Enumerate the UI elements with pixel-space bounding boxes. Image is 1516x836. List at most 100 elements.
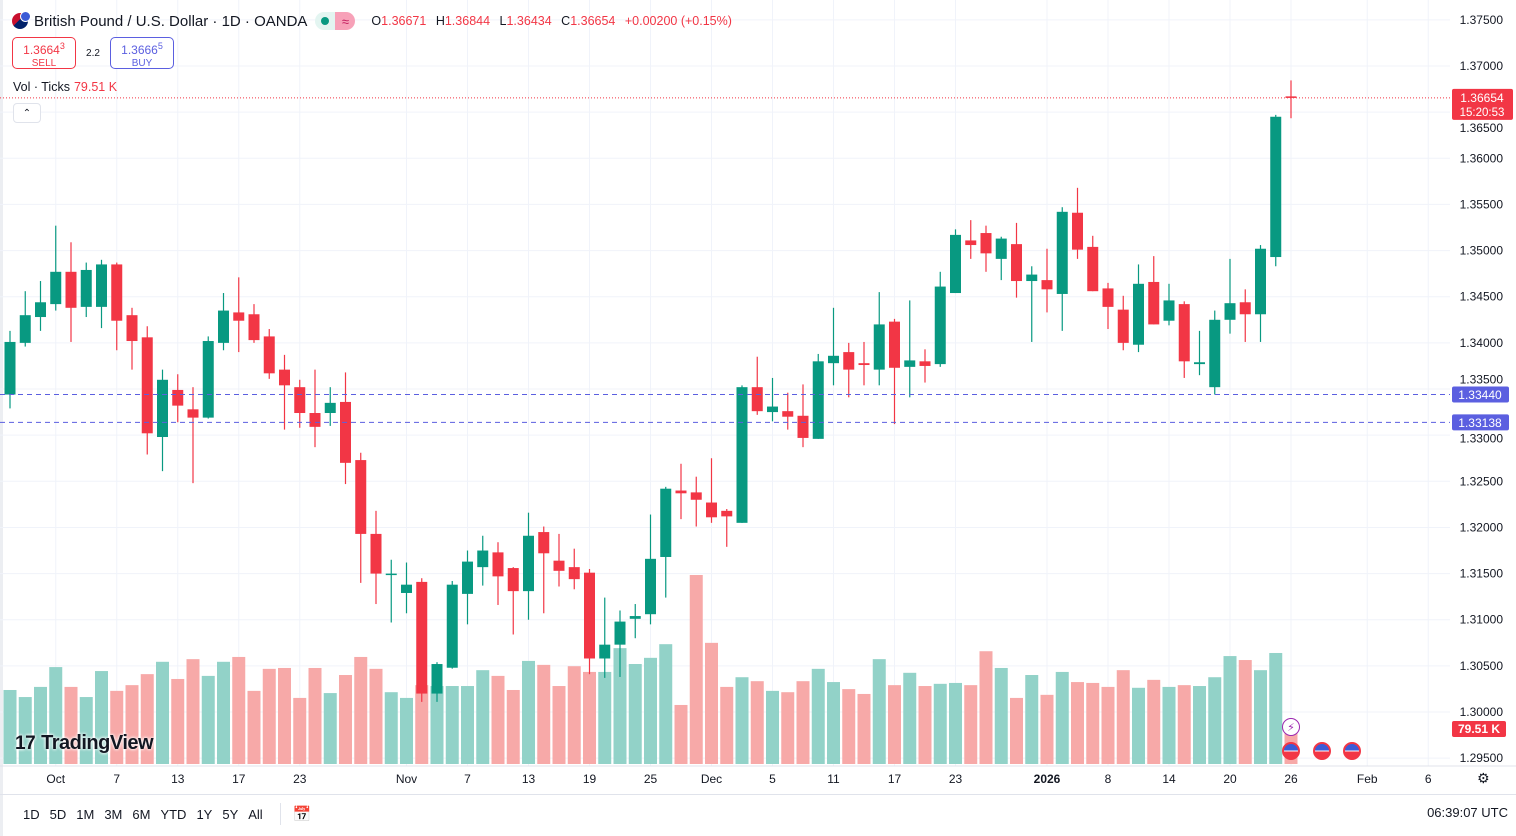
- candle-body[interactable]: [629, 616, 641, 619]
- candle-body[interactable]: [889, 321, 900, 368]
- candle-body[interactable]: [446, 584, 458, 668]
- candle-body[interactable]: [492, 552, 504, 577]
- candle-body[interactable]: [995, 238, 1007, 259]
- symbol-title[interactable]: British Pound / U.S. Dollar · 1D · OANDA: [34, 12, 308, 30]
- range-6m[interactable]: 6M: [132, 806, 151, 822]
- candle-body[interactable]: [645, 558, 656, 615]
- candle-body[interactable]: [1041, 280, 1053, 290]
- us-flag-icon[interactable]: [1282, 742, 1300, 760]
- approx-icon[interactable]: ≈: [335, 12, 356, 30]
- candle-body[interactable]: [690, 492, 702, 500]
- candle-body[interactable]: [1072, 212, 1083, 250]
- candle-body[interactable]: [767, 406, 778, 413]
- candle-body[interactable]: [1255, 248, 1266, 315]
- range-3m[interactable]: 3M: [104, 806, 123, 822]
- tradingview-logo[interactable]: 17 TradingView: [15, 732, 154, 755]
- candle-body[interactable]: [1194, 362, 1205, 365]
- clock-timezone[interactable]: 06:39:07 UTC: [1427, 805, 1508, 820]
- candle-body[interactable]: [950, 234, 961, 294]
- candle-body[interactable]: [1148, 281, 1160, 325]
- sell-button[interactable]: 1.36643 SELL: [12, 37, 76, 69]
- candle-body[interactable]: [1026, 274, 1038, 282]
- candle-body[interactable]: [843, 352, 855, 370]
- us-flag-icon[interactable]: [1312, 742, 1331, 760]
- us-flag-icon[interactable]: [1343, 742, 1361, 760]
- candle-body[interactable]: [248, 314, 260, 341]
- candle-body[interactable]: [599, 644, 611, 659]
- candle-body[interactable]: [141, 337, 153, 434]
- candle-body[interactable]: [873, 324, 885, 370]
- chart-settings-icon[interactable]: ⚙: [1477, 770, 1490, 786]
- candle-body[interactable]: [157, 379, 168, 438]
- candle-body[interactable]: [50, 271, 62, 305]
- candle-body[interactable]: [294, 387, 306, 414]
- candle-body[interactable]: [1087, 246, 1099, 292]
- candle-body[interactable]: [19, 315, 31, 343]
- candle-body[interactable]: [751, 387, 763, 412]
- go-to-date-calendar-icon[interactable]: 📅: [292, 806, 312, 823]
- candle-body[interactable]: [507, 568, 519, 592]
- candle-body[interactable]: [523, 535, 534, 592]
- candle-body[interactable]: [1133, 283, 1144, 345]
- candle-body[interactable]: [416, 581, 428, 694]
- lightning-icon[interactable]: ⚡: [1282, 718, 1300, 736]
- range-1m[interactable]: 1M: [76, 806, 95, 822]
- candle-body[interactable]: [1056, 211, 1068, 294]
- candle-body[interactable]: [35, 302, 46, 318]
- range-1y[interactable]: 1Y: [196, 806, 213, 822]
- candle-body[interactable]: [706, 502, 717, 518]
- volume-legend[interactable]: Vol · Ticks 79.51 K: [13, 80, 117, 94]
- range-ytd[interactable]: YTD: [160, 806, 187, 822]
- candle-body[interactable]: [934, 286, 946, 365]
- candle-body[interactable]: [477, 550, 489, 568]
- candle-body[interactable]: [812, 361, 824, 439]
- candle-body[interactable]: [340, 401, 351, 463]
- candle-body[interactable]: [1102, 288, 1114, 307]
- candle-body[interactable]: [172, 389, 184, 406]
- range-5y[interactable]: 5Y: [222, 806, 239, 822]
- candle-body[interactable]: [1163, 300, 1175, 321]
- candle-body[interactable]: [279, 369, 290, 386]
- candle-body[interactable]: [980, 233, 992, 254]
- candle-body[interactable]: [828, 355, 839, 364]
- candle-body[interactable]: [660, 488, 672, 557]
- horizontal-line-label[interactable]: 1.33440: [1458, 388, 1502, 402]
- market-open-icon[interactable]: [315, 12, 336, 30]
- candle-body[interactable]: [370, 533, 382, 574]
- candle-body[interactable]: [568, 567, 580, 580]
- candle-body[interactable]: [431, 664, 443, 694]
- range-1d[interactable]: 1D: [23, 806, 40, 822]
- range-all[interactable]: All: [248, 806, 263, 822]
- candle-body[interactable]: [904, 360, 916, 367]
- buy-button[interactable]: 1.36665 BUY: [110, 37, 174, 69]
- candle-body[interactable]: [233, 312, 245, 321]
- horizontal-line-label[interactable]: 1.33138: [1458, 416, 1502, 430]
- candle-body[interactable]: [675, 490, 687, 494]
- candle-body[interactable]: [782, 411, 794, 417]
- candle-body[interactable]: [263, 336, 275, 374]
- candle-body[interactable]: [324, 402, 336, 414]
- candle-body[interactable]: [1285, 96, 1297, 98]
- range-5d[interactable]: 5D: [49, 806, 67, 822]
- candle-body[interactable]: [1270, 116, 1282, 258]
- candle-body[interactable]: [538, 532, 550, 554]
- candle-body[interactable]: [1117, 309, 1129, 343]
- candle-body[interactable]: [187, 409, 199, 418]
- candle-body[interactable]: [584, 572, 595, 659]
- collapse-legend-button[interactable]: ⌃: [13, 103, 41, 123]
- candle-body[interactable]: [1209, 319, 1221, 388]
- candle-body[interactable]: [553, 560, 565, 571]
- candle-body[interactable]: [126, 315, 138, 342]
- candle-body[interactable]: [218, 310, 229, 343]
- candle-body[interactable]: [385, 573, 397, 576]
- candle-body[interactable]: [4, 341, 16, 395]
- candle-body[interactable]: [401, 584, 412, 593]
- candle-body[interactable]: [858, 363, 870, 366]
- candle-body[interactable]: [462, 561, 473, 594]
- candle-body[interactable]: [1224, 303, 1236, 320]
- candle-body[interactable]: [721, 510, 733, 517]
- candle-body[interactable]: [96, 264, 107, 307]
- candle-body[interactable]: [80, 269, 92, 307]
- candle-body[interactable]: [355, 460, 367, 534]
